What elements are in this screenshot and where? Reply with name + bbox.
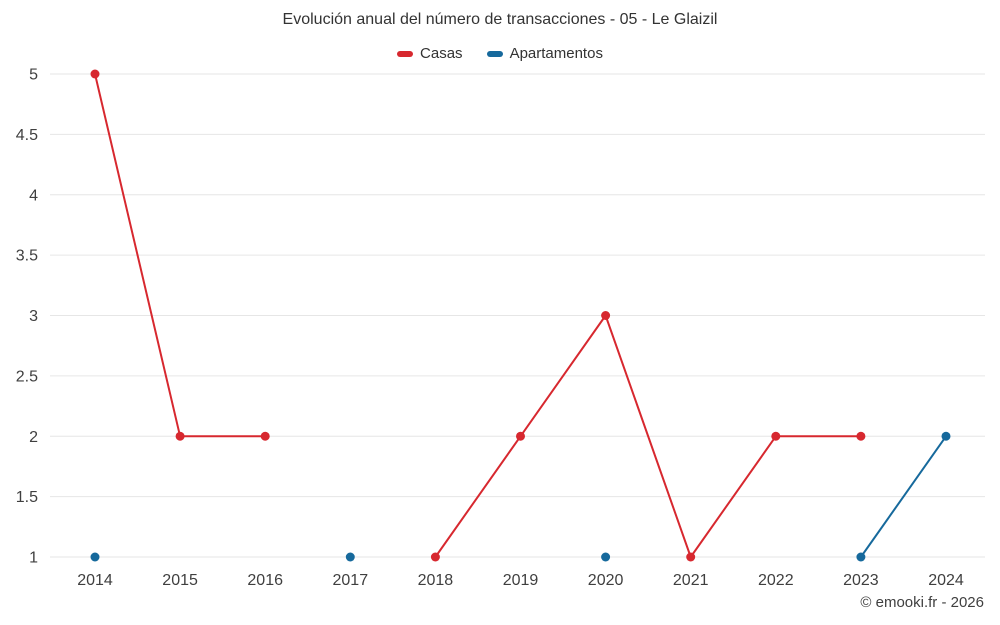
- legend-label-casas: Casas: [420, 45, 463, 62]
- legend-item-apartamentos[interactable]: Apartamentos: [486, 45, 603, 62]
- data-point-apartamentos-2024[interactable]: [941, 431, 951, 441]
- svg-text:4: 4: [29, 187, 38, 204]
- data-point-casas-2021[interactable]: [686, 552, 696, 562]
- data-point-apartamentos-2020[interactable]: [601, 552, 611, 562]
- legend-item-casas[interactable]: Casas: [397, 45, 463, 62]
- chart-title: Evolución anual del número de transaccio…: [282, 11, 718, 28]
- svg-text:2022: 2022: [758, 572, 794, 589]
- svg-text:2016: 2016: [247, 572, 283, 589]
- data-point-casas-2016[interactable]: [260, 431, 270, 441]
- svg-text:2.5: 2.5: [16, 368, 38, 385]
- data-point-casas-2019[interactable]: [516, 431, 525, 441]
- data-point-casas-2015[interactable]: [175, 431, 185, 441]
- series-line-apartamentos: [860, 435, 947, 558]
- series-casas: [90, 69, 866, 562]
- svg-text:2018: 2018: [418, 572, 454, 589]
- series-apartamentos: [90, 431, 951, 562]
- svg-text:3: 3: [29, 308, 38, 325]
- y-axis-labels: 1 1.5 2 2.5 3 3.5 4 4.5 5: [16, 67, 38, 567]
- data-point-apartamentos-2017[interactable]: [345, 552, 355, 562]
- svg-text:3.5: 3.5: [16, 248, 38, 265]
- data-point-casas-2023[interactable]: [856, 431, 866, 441]
- data-point-casas-2020[interactable]: [601, 311, 611, 320]
- svg-text:1.5: 1.5: [16, 489, 38, 506]
- data-point-casas-2018[interactable]: [430, 552, 440, 562]
- data-point-apartamentos-2023[interactable]: [856, 552, 866, 562]
- svg-text:2020: 2020: [588, 572, 624, 589]
- svg-text:2: 2: [29, 429, 38, 446]
- data-point-casas-2014[interactable]: [90, 69, 100, 79]
- svg-text:5: 5: [29, 67, 38, 84]
- y-gridlines: [50, 73, 985, 558]
- svg-text:2015: 2015: [162, 572, 198, 589]
- legend-marker-apartamentos: [486, 50, 503, 57]
- svg-text:4.5: 4.5: [16, 127, 38, 144]
- svg-text:2023: 2023: [843, 572, 879, 589]
- data-point-casas-2022[interactable]: [771, 431, 781, 441]
- svg-text:2014: 2014: [77, 572, 113, 589]
- svg-text:2024: 2024: [928, 572, 964, 589]
- data-point-apartamentos-2014[interactable]: [90, 552, 100, 562]
- svg-text:2021: 2021: [673, 572, 709, 589]
- chart-legend: Casas Apartamentos: [0, 45, 1000, 62]
- svg-text:2019: 2019: [503, 572, 539, 589]
- copyright-footer: © emooki.fr - 2026: [860, 594, 984, 611]
- legend-marker-casas: [397, 50, 414, 57]
- svg-text:1: 1: [29, 550, 38, 567]
- legend-label-apartamentos: Apartamentos: [509, 45, 603, 62]
- svg-text:2017: 2017: [333, 572, 369, 589]
- x-axis-labels: 2014 2015 2016 2017 2018 2019 2020 2021 2022 2023…: [77, 572, 964, 589]
